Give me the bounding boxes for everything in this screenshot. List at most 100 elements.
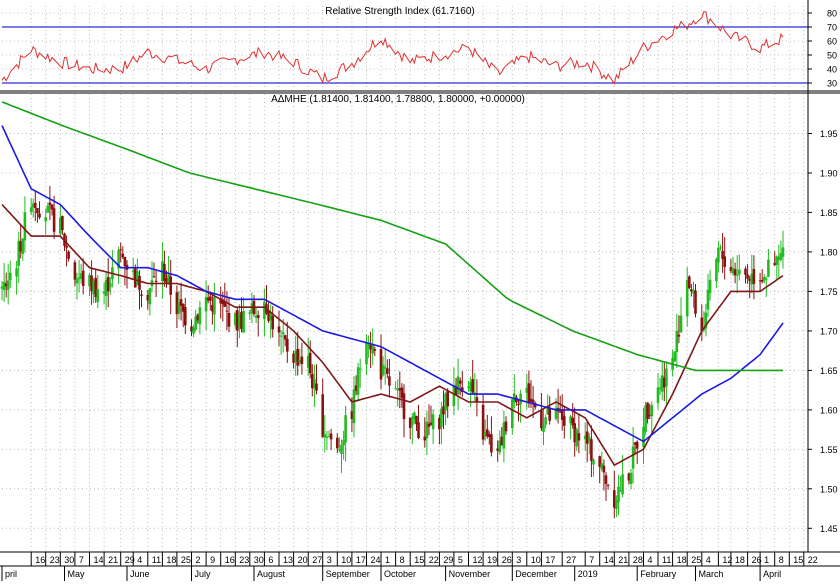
candle-body — [308, 352, 312, 374]
candle-body — [383, 367, 387, 369]
candle-body — [140, 294, 143, 296]
candle-body — [223, 302, 227, 307]
candle-body — [490, 434, 493, 453]
candle-body — [658, 387, 662, 389]
candle-body — [577, 433, 581, 441]
x-day-label: 17 — [356, 555, 366, 565]
candle-body — [327, 436, 331, 438]
candle-body — [175, 292, 179, 315]
x-month-label: August — [257, 569, 286, 579]
candle-body — [19, 241, 22, 252]
rsi-y-tick-label: 40 — [827, 65, 837, 75]
candle-body — [50, 204, 54, 210]
candle-body — [752, 269, 756, 284]
candle-body — [321, 394, 324, 438]
x-day-label: 22 — [429, 555, 439, 565]
candle-body — [760, 280, 764, 282]
candle-body — [75, 278, 79, 284]
candle-body — [219, 298, 222, 304]
candle-body — [38, 213, 41, 218]
moving-average-line-1 — [1, 204, 784, 467]
candle-body — [533, 403, 537, 408]
candle-body — [300, 356, 304, 364]
candle-body — [371, 344, 374, 354]
candle-body — [190, 326, 193, 332]
x-day-label: 30 — [64, 555, 74, 565]
x-day-label: 6 — [268, 555, 273, 565]
candle-body — [717, 247, 720, 263]
candle-body — [715, 259, 718, 282]
candle-body — [344, 415, 347, 443]
candle-body — [588, 436, 591, 442]
candle-body — [675, 330, 679, 353]
candle-body — [379, 349, 383, 380]
candle-body — [61, 215, 64, 231]
candle-body — [44, 217, 47, 222]
price-y-tick-label: 1.50 — [820, 484, 838, 494]
candle-body — [238, 313, 241, 328]
candle-body — [529, 398, 533, 402]
candle-body — [294, 350, 297, 362]
candle-body — [423, 436, 427, 441]
candle-body — [90, 275, 93, 292]
candle-body — [29, 207, 33, 213]
candle-body — [719, 247, 722, 249]
candle-body — [646, 402, 649, 420]
candle-body — [256, 315, 260, 318]
rsi-line — [1, 11, 784, 85]
candle-body — [575, 429, 579, 447]
candle-body — [398, 388, 402, 391]
candle-body — [750, 273, 754, 285]
candle-body — [350, 411, 354, 419]
candle-body — [365, 342, 368, 365]
candle-body — [642, 427, 645, 448]
candle-body — [560, 410, 564, 420]
candle-body — [660, 375, 664, 392]
candle-body — [600, 463, 604, 469]
candle-body — [704, 312, 708, 329]
candle-body — [2, 282, 6, 290]
candle-body — [134, 267, 137, 288]
x-day-label: 25 — [181, 555, 191, 565]
rsi-y-tick-label: 70 — [827, 23, 837, 33]
candle-body — [456, 376, 460, 395]
candle-body — [454, 386, 458, 395]
candle-body — [629, 472, 633, 484]
candle-body — [4, 283, 8, 287]
candle-body — [234, 313, 237, 326]
price-y-tick-label: 1.70 — [820, 326, 838, 336]
candle-body — [411, 416, 414, 426]
candle-body — [59, 217, 62, 234]
candle-body — [31, 203, 35, 208]
candle-body — [211, 304, 214, 312]
candle-body — [721, 250, 724, 259]
candle-body — [452, 385, 456, 406]
x-day-label: 7 — [79, 555, 84, 565]
price-y-tick-label: 1.95 — [820, 129, 838, 139]
candle-body — [279, 335, 283, 337]
candle-body — [688, 276, 691, 289]
x-month-label: July — [195, 569, 212, 579]
x-day-label: 23 — [50, 555, 60, 565]
candle-body — [81, 270, 85, 286]
candle-body — [467, 386, 470, 388]
candle-body — [283, 335, 287, 340]
candle-body — [52, 208, 56, 232]
candle-body — [648, 415, 651, 417]
x-day-label: 2 — [196, 555, 201, 565]
candle-body — [511, 399, 514, 429]
x-day-label: 19 — [487, 555, 497, 565]
candle-body — [604, 475, 608, 484]
x-month-label: December — [515, 569, 557, 579]
candle-body — [431, 414, 435, 430]
candle-body — [306, 355, 310, 368]
candle-body — [138, 276, 141, 290]
candle-body — [481, 404, 485, 440]
x-day-label: 8 — [779, 555, 784, 565]
candle-body — [88, 274, 91, 287]
candle-body — [631, 446, 635, 469]
x-day-label: 24 — [371, 555, 381, 565]
candle-body — [48, 202, 52, 206]
candle-body — [602, 465, 606, 473]
